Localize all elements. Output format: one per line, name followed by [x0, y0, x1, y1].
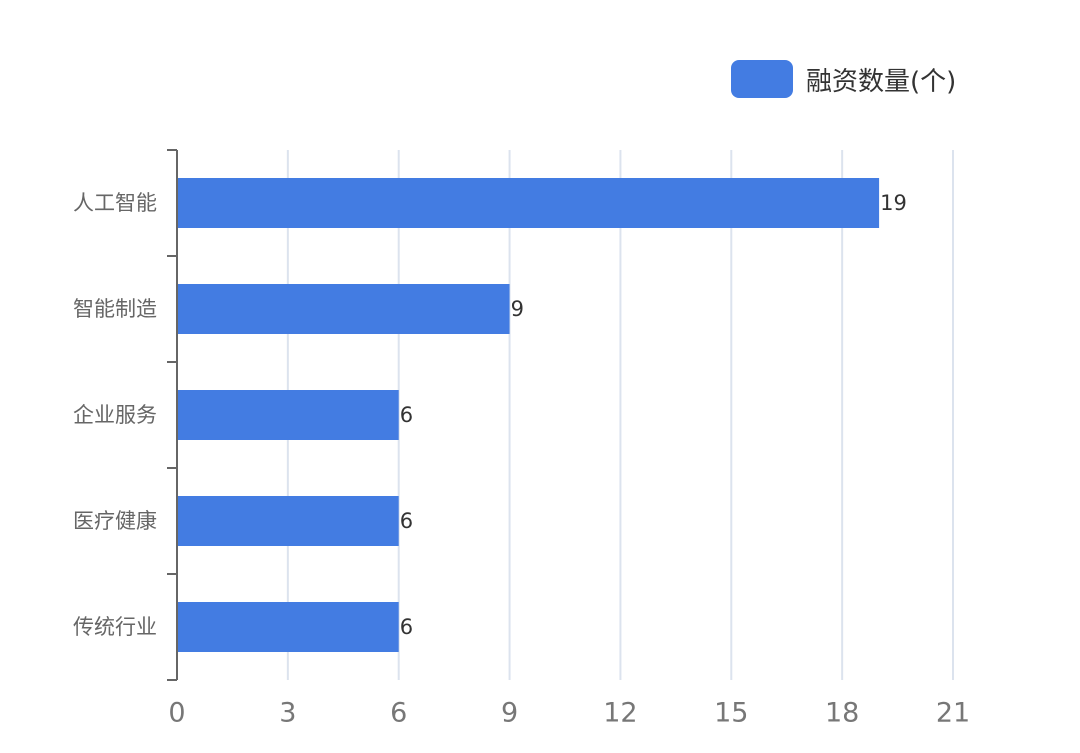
bar[interactable]: [177, 496, 399, 546]
x-tick-label: 21: [936, 698, 970, 729]
value-label: 9: [511, 297, 524, 321]
category-label: 医疗健康: [73, 509, 157, 533]
value-label: 6: [400, 509, 413, 533]
category-label: 传统行业: [73, 615, 157, 639]
legend-label: 融资数量(个): [806, 66, 957, 97]
bar[interactable]: [177, 284, 510, 334]
legend[interactable]: 融资数量(个): [731, 60, 956, 98]
category-label: 企业服务: [73, 403, 157, 427]
x-tick-label: 18: [825, 698, 859, 729]
category-label: 人工智能: [73, 191, 157, 215]
x-tick-label: 9: [501, 698, 518, 729]
value-label: 6: [400, 615, 413, 639]
bar[interactable]: [177, 602, 399, 652]
bar[interactable]: [177, 390, 399, 440]
x-tick-label: 0: [168, 698, 185, 729]
category-label: 智能制造: [73, 297, 157, 321]
x-tick-label: 12: [603, 698, 637, 729]
bar[interactable]: [177, 178, 880, 228]
x-tick-label: 6: [390, 698, 407, 729]
x-tick-label: 15: [714, 698, 748, 729]
x-tick-label: 3: [279, 698, 296, 729]
value-label: 6: [400, 403, 413, 427]
value-label: 19: [880, 191, 907, 215]
legend-swatch: [731, 60, 793, 98]
